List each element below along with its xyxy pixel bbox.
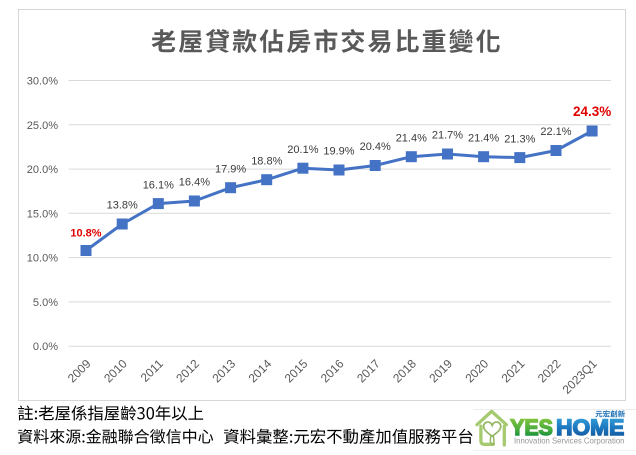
svg-text:5.0%: 5.0% bbox=[33, 297, 58, 309]
svg-text:20.1%: 20.1% bbox=[287, 144, 318, 156]
svg-text:16.4%: 16.4% bbox=[179, 177, 210, 189]
svg-text:22.1%: 22.1% bbox=[540, 126, 571, 138]
svg-text:30.0%: 30.0% bbox=[27, 76, 58, 88]
svg-text:19.9%: 19.9% bbox=[323, 146, 354, 158]
svg-text:Innovation Services Corporatio: Innovation Services Corporation bbox=[514, 437, 625, 446]
svg-text:10.8%: 10.8% bbox=[70, 228, 101, 240]
svg-text:16.1%: 16.1% bbox=[143, 179, 174, 191]
svg-text:25.0%: 25.0% bbox=[27, 120, 58, 132]
svg-text:20.0%: 20.0% bbox=[27, 164, 58, 176]
svg-text:21.7%: 21.7% bbox=[432, 130, 463, 142]
svg-text:0.0%: 0.0% bbox=[33, 341, 58, 353]
svg-text:HOME: HOME bbox=[556, 415, 624, 440]
svg-text:10.0%: 10.0% bbox=[27, 253, 58, 265]
svg-text:21.3%: 21.3% bbox=[504, 133, 535, 145]
svg-text:24.3%: 24.3% bbox=[573, 104, 611, 119]
svg-text:15.0%: 15.0% bbox=[27, 208, 58, 220]
svg-text:21.4%: 21.4% bbox=[468, 132, 499, 144]
svg-text:21.4%: 21.4% bbox=[396, 132, 427, 144]
svg-text:20.4%: 20.4% bbox=[360, 141, 391, 153]
svg-text:13.8%: 13.8% bbox=[107, 200, 138, 212]
svg-text:YES: YES bbox=[510, 415, 553, 440]
svg-text:17.9%: 17.9% bbox=[215, 163, 246, 175]
svg-text:18.8%: 18.8% bbox=[251, 155, 282, 167]
